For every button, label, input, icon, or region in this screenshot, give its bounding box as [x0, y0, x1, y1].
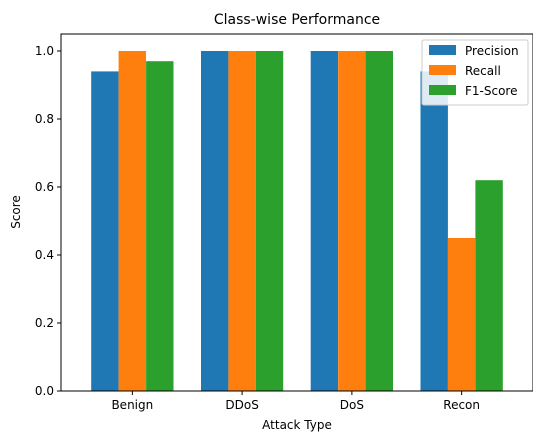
- legend-swatch: [429, 45, 456, 55]
- bar: [201, 51, 229, 391]
- y-tick-label: 0.4: [35, 248, 54, 262]
- y-axis-label: Score: [9, 195, 23, 229]
- y-axis: 0.0 0.2 0.4 0.6 0.8 1.0: [35, 44, 61, 398]
- bar: [420, 71, 448, 392]
- bar: [447, 238, 476, 391]
- bar: [228, 51, 256, 391]
- x-tick-label: DoS: [340, 398, 364, 412]
- y-tick-label: 1.0: [35, 44, 54, 58]
- y-tick-label: 0.0: [35, 384, 54, 398]
- legend-swatch: [429, 65, 456, 75]
- y-tick-label: 0.8: [35, 112, 54, 126]
- y-tick-label: 0.6: [35, 180, 54, 194]
- y-tick-label: 0.2: [35, 316, 54, 330]
- bar: [146, 61, 174, 391]
- plot-frame: [60, 33, 533, 392]
- bar: [475, 180, 503, 391]
- bars-group: [91, 51, 503, 392]
- bar: [255, 51, 284, 391]
- legend-label: Recall: [465, 64, 501, 78]
- bar: [365, 51, 393, 391]
- x-tick-label: DDoS: [225, 398, 258, 412]
- x-tick-label: Benign: [111, 398, 153, 412]
- legend: Precision Recall F1-Score: [421, 39, 529, 106]
- bar: [118, 51, 146, 391]
- legend-label: F1-Score: [465, 84, 517, 98]
- bar: [91, 71, 119, 392]
- legend-swatch: [429, 85, 456, 95]
- bar: [310, 51, 339, 391]
- x-axis: Benign DDoS DoS Recon: [111, 391, 480, 412]
- chart-title: Class-wise Performance: [214, 12, 380, 28]
- x-axis-label: Attack Type: [262, 418, 332, 432]
- x-tick-label: Recon: [443, 398, 480, 412]
- legend-label: Precision: [465, 44, 519, 58]
- bar: [338, 51, 366, 391]
